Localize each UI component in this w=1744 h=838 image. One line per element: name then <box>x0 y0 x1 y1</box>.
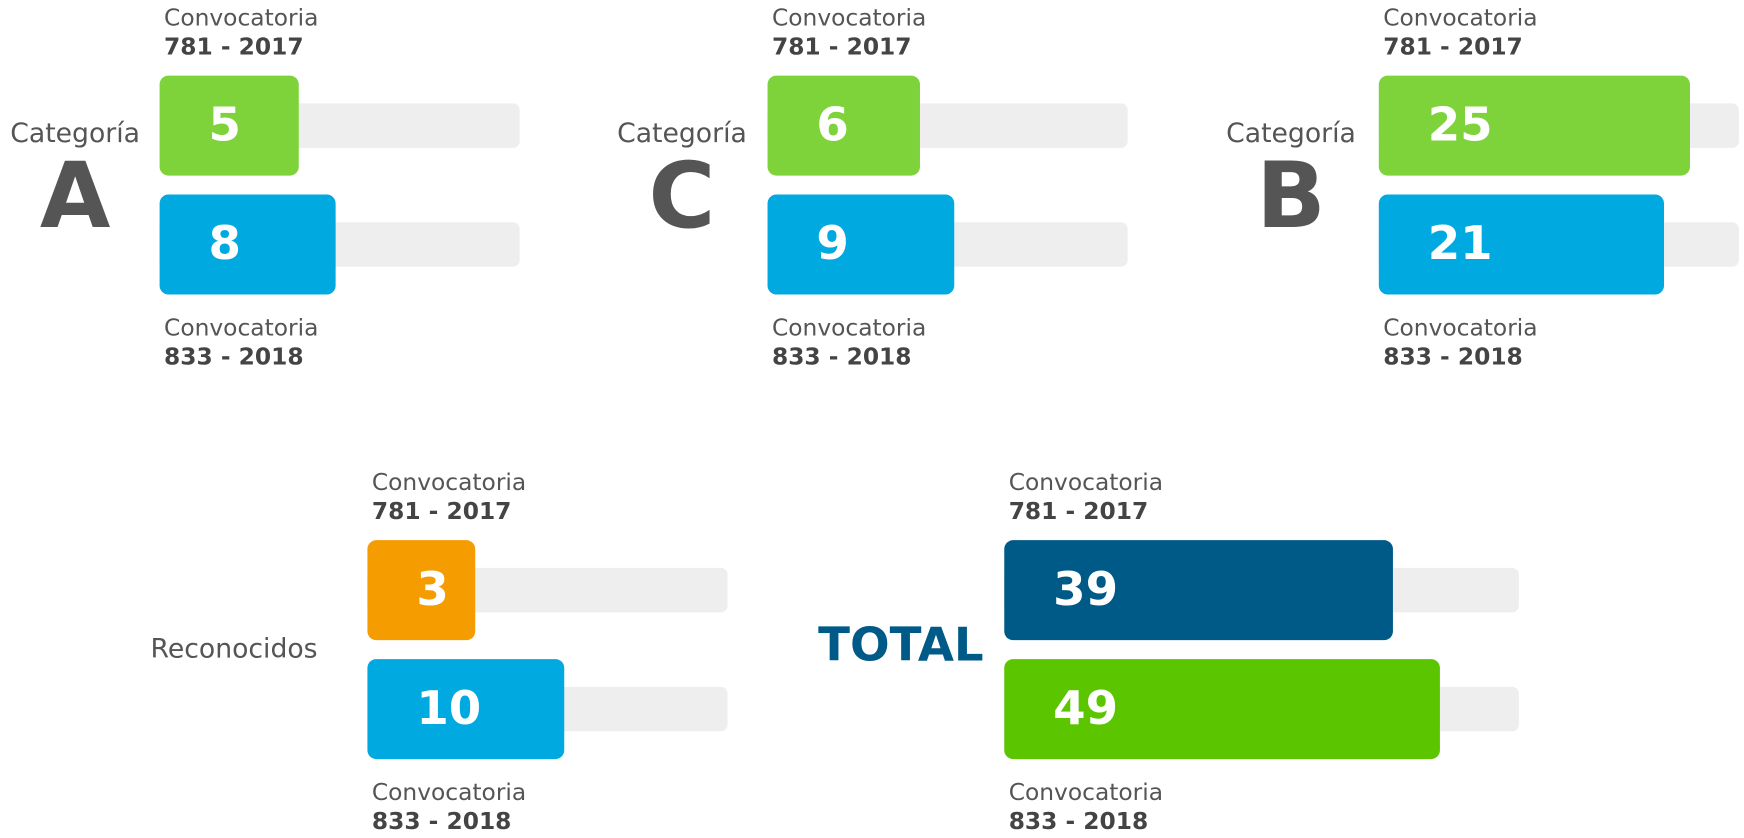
call-header: Convocatoria <box>1009 468 1163 496</box>
call-header: Convocatoria <box>1009 778 1163 806</box>
panel-label: Categoría <box>10 118 140 149</box>
call-code: 781 - 2017 <box>772 32 912 60</box>
call-header: Convocatoria <box>164 3 318 31</box>
call-header: Convocatoria <box>772 313 926 341</box>
bar-value: 39 <box>1053 563 1118 617</box>
panel-title: A <box>40 143 111 249</box>
panel-label: Categoría <box>617 118 747 149</box>
bar-value: 5 <box>208 98 240 152</box>
call-code: 781 - 2017 <box>1383 32 1523 60</box>
bar <box>159 194 336 295</box>
panel-label: Categoría <box>1226 118 1356 149</box>
bar <box>367 659 565 760</box>
panel-title: C <box>649 143 716 249</box>
call-code: 833 - 2018 <box>1009 807 1149 835</box>
bar-value: 21 <box>1428 217 1493 271</box>
call-header: Convocatoria <box>372 468 526 496</box>
bar-value: 6 <box>816 98 848 152</box>
call-header: Convocatoria <box>1383 3 1537 31</box>
panel-title: TOTAL <box>818 618 984 672</box>
bar <box>1004 659 1440 760</box>
call-code: 833 - 2018 <box>772 342 912 370</box>
bar-value: 8 <box>208 217 240 271</box>
panel-title: B <box>1256 143 1325 249</box>
call-code: 781 - 2017 <box>164 32 304 60</box>
call-header: Convocatoria <box>1383 313 1537 341</box>
call-header: Convocatoria <box>164 313 318 341</box>
call-header: Convocatoria <box>372 778 526 806</box>
bar-value: 49 <box>1053 682 1118 736</box>
call-code: 833 - 2018 <box>372 807 512 835</box>
bar-value: 10 <box>416 682 481 736</box>
bar-value: 25 <box>1428 98 1493 152</box>
call-header: Convocatoria <box>772 3 926 31</box>
bar-value: 9 <box>816 217 848 271</box>
bar <box>159 75 299 176</box>
bar-value: 3 <box>416 563 448 617</box>
call-code: 781 - 2017 <box>1009 497 1149 525</box>
bar <box>1378 194 1665 295</box>
call-code: 781 - 2017 <box>372 497 512 525</box>
call-code: 833 - 2018 <box>164 342 304 370</box>
bar <box>1378 75 1690 176</box>
bar <box>367 540 476 641</box>
bar <box>767 75 920 176</box>
panel-label: Reconocidos <box>151 634 318 665</box>
call-code: 833 - 2018 <box>1383 342 1523 370</box>
bar <box>1004 540 1393 641</box>
bar <box>767 194 955 295</box>
